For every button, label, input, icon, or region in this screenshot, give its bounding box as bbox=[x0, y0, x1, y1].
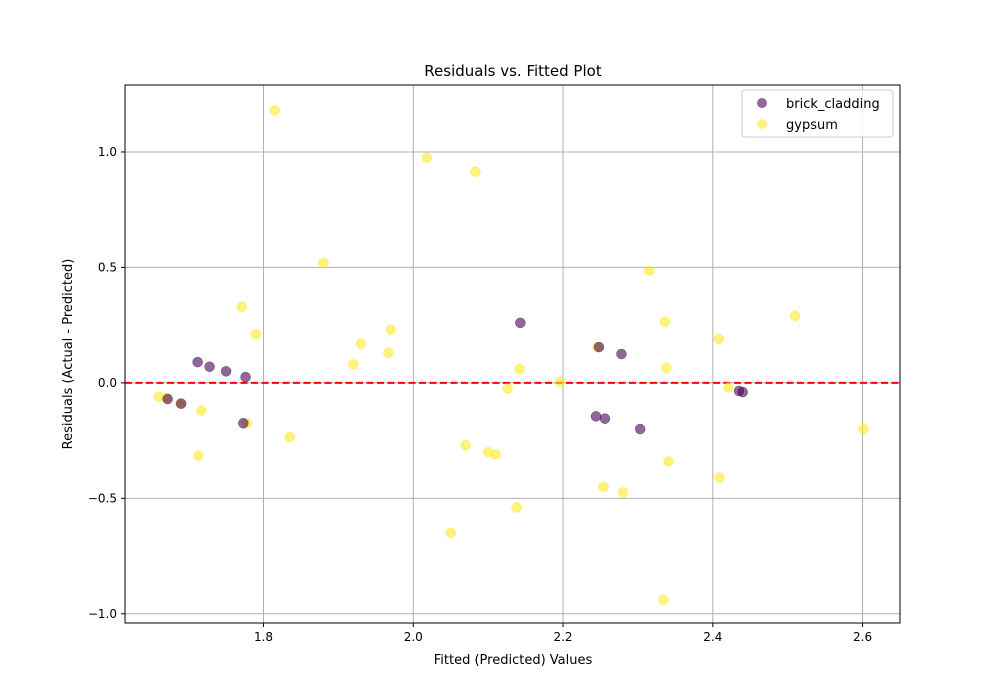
point-gypsum bbox=[554, 376, 566, 387]
point-gypsum bbox=[598, 481, 609, 493]
x-tick-label: 2.6 bbox=[853, 630, 872, 644]
x-tick-label: 1.8 bbox=[254, 630, 273, 644]
points-layer bbox=[153, 105, 869, 606]
point-gypsum bbox=[385, 324, 397, 336]
point-brick-cladding bbox=[175, 398, 187, 409]
x-tick-label: 2.2 bbox=[553, 630, 572, 644]
y-axis-label: Residuals (Actual - Predicted) bbox=[61, 259, 76, 450]
point-gypsum bbox=[658, 594, 669, 606]
point-gypsum bbox=[643, 265, 655, 277]
point-gypsum bbox=[445, 527, 456, 539]
point-gypsum bbox=[511, 502, 522, 513]
point-gypsum bbox=[789, 310, 801, 322]
ticks: 1.8 2.0 2.2 2.4 2.6 −1.0 −0.5 0.0 0.5 1.0 bbox=[88, 145, 872, 644]
point-gypsum bbox=[490, 449, 501, 460]
point-brick-cladding bbox=[220, 366, 232, 377]
point-brick-cladding bbox=[162, 393, 173, 405]
point-gypsum bbox=[250, 329, 262, 340]
plot-frame bbox=[124, 84, 901, 624]
legend-label-gypsum: gypsum bbox=[786, 118, 838, 133]
point-gypsum bbox=[617, 487, 629, 498]
y-tick-label: 0.0 bbox=[98, 376, 117, 390]
point-gypsum bbox=[661, 362, 672, 374]
point-gypsum bbox=[858, 423, 869, 435]
point-brick-cladding bbox=[616, 348, 627, 360]
point-gypsum bbox=[663, 456, 674, 467]
y-tick-label: 0.5 bbox=[98, 260, 117, 274]
y-tick-label: −1.0 bbox=[88, 607, 117, 621]
point-gypsum bbox=[659, 316, 671, 327]
x-axis-label: Fitted (Predicted) Values bbox=[434, 653, 593, 668]
point-brick-cladding bbox=[240, 371, 251, 383]
y-tick-label: −0.5 bbox=[88, 491, 117, 505]
point-gypsum bbox=[196, 405, 207, 416]
point-gypsum bbox=[514, 363, 525, 375]
point-gypsum bbox=[284, 431, 295, 443]
point-brick-cladding bbox=[204, 361, 215, 372]
x-tick-label: 2.4 bbox=[703, 630, 722, 644]
point-gypsum bbox=[470, 166, 481, 177]
legend-label-brick-cladding: brick_cladding bbox=[786, 97, 880, 112]
legend-marker-gypsum bbox=[757, 119, 767, 129]
point-brick-cladding bbox=[737, 386, 749, 398]
point-gypsum bbox=[193, 450, 204, 461]
point-brick-cladding bbox=[192, 356, 203, 368]
point-brick-cladding bbox=[593, 341, 605, 353]
point-brick-cladding bbox=[634, 423, 646, 435]
point-gypsum bbox=[502, 383, 513, 394]
point-gypsum bbox=[713, 333, 725, 345]
point-gypsum bbox=[348, 359, 359, 370]
legend-box bbox=[741, 89, 894, 138]
legend-marker-brick-cladding bbox=[757, 98, 767, 108]
point-brick-cladding bbox=[238, 418, 249, 429]
x-tick-label: 2.0 bbox=[404, 630, 423, 644]
point-gypsum bbox=[723, 382, 734, 393]
point-brick-cladding bbox=[590, 411, 602, 422]
grid bbox=[125, 85, 900, 623]
point-gypsum bbox=[383, 347, 394, 359]
point-gypsum bbox=[318, 257, 329, 269]
point-brick-cladding bbox=[515, 317, 526, 329]
point-gypsum bbox=[269, 105, 281, 116]
point-brick-cladding bbox=[599, 413, 611, 424]
point-gypsum bbox=[421, 152, 433, 163]
chart-title: Residuals vs. Fitted Plot bbox=[424, 62, 602, 80]
point-gypsum bbox=[355, 338, 367, 349]
point-gypsum bbox=[236, 301, 248, 312]
point-gypsum bbox=[460, 439, 471, 451]
y-tick-label: 1.0 bbox=[98, 145, 117, 159]
point-gypsum bbox=[714, 472, 725, 483]
legend: brick_cladding gypsum bbox=[741, 89, 894, 138]
